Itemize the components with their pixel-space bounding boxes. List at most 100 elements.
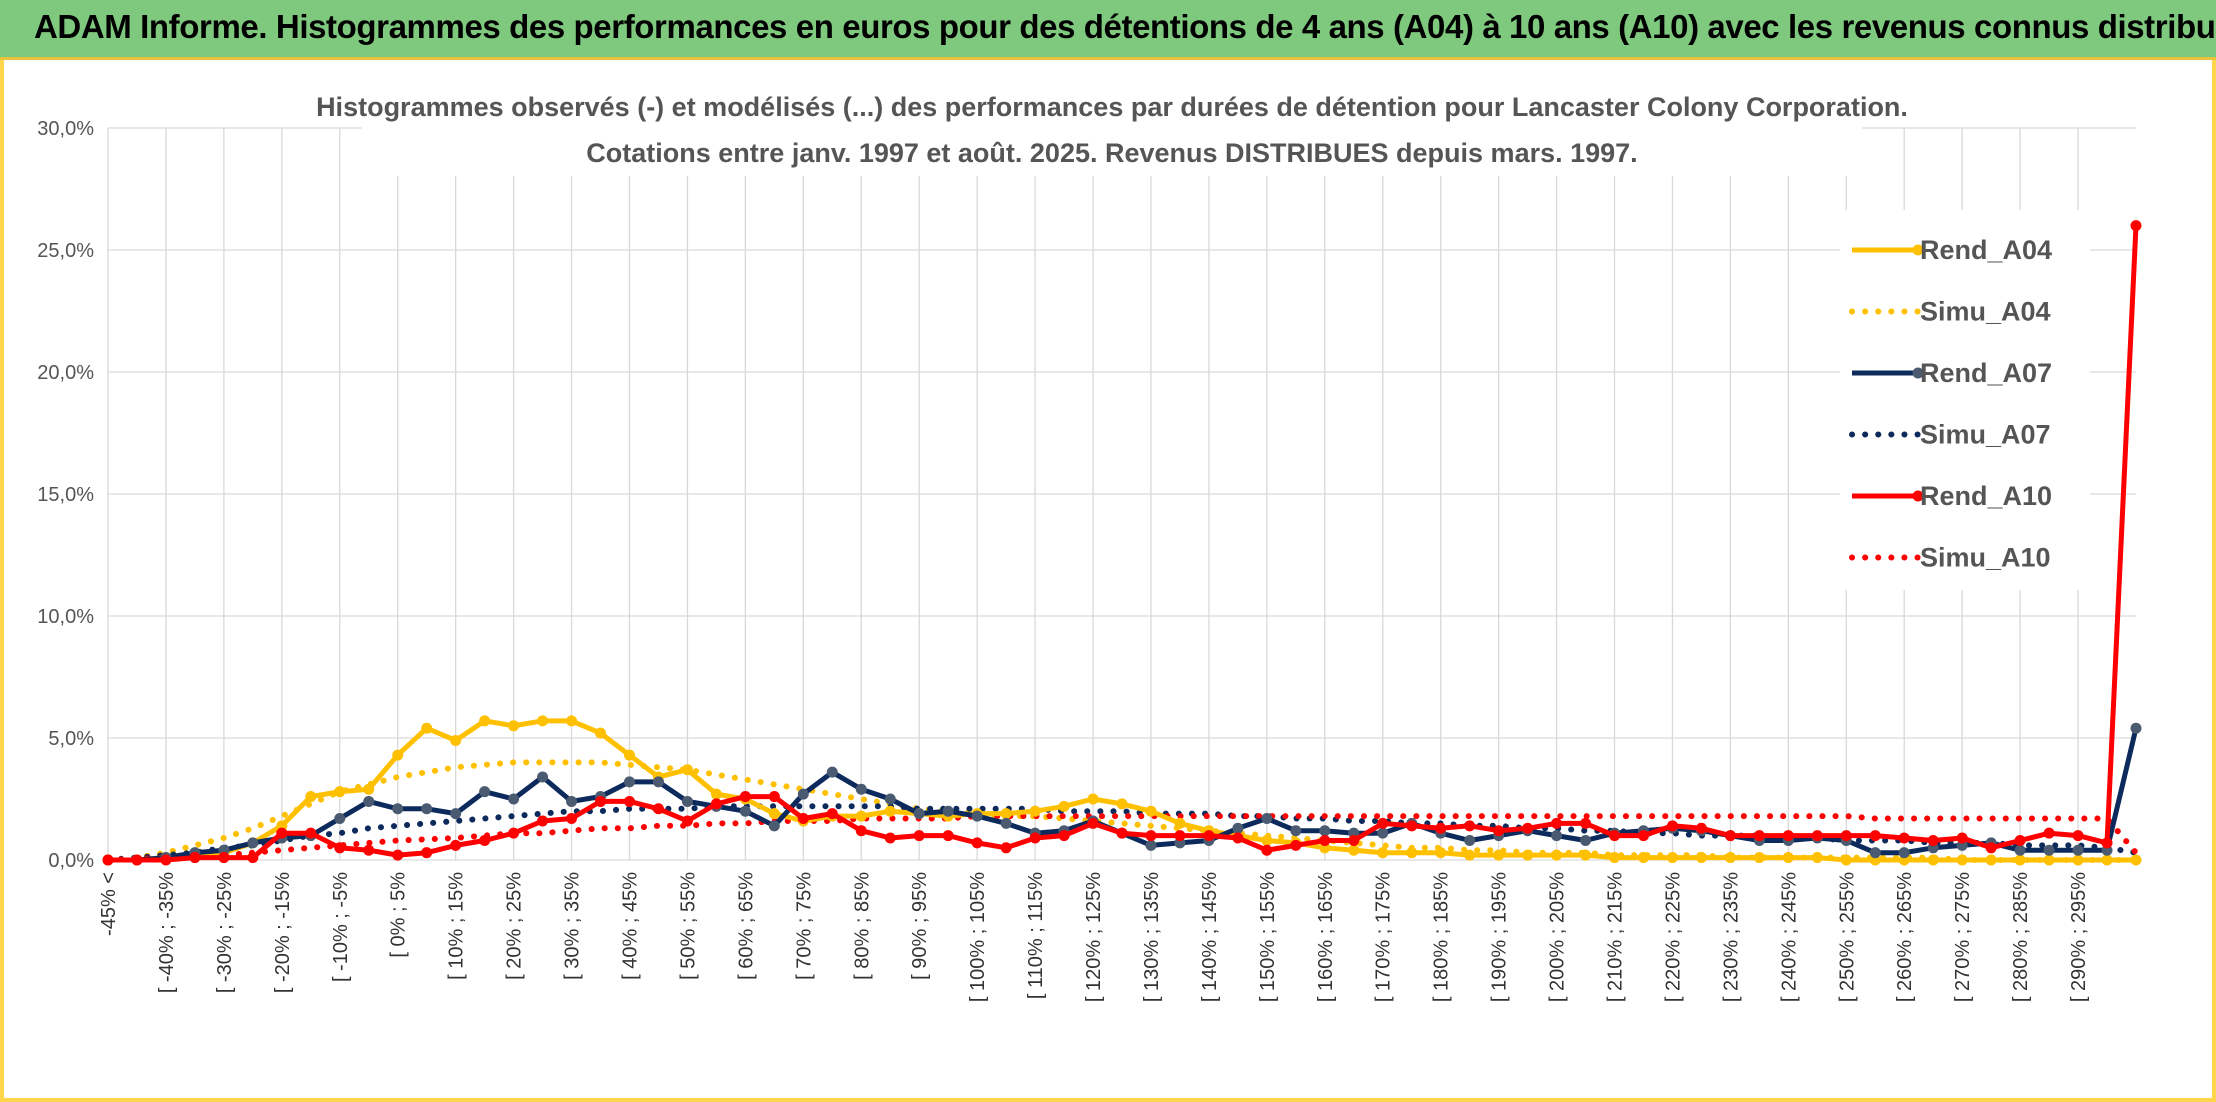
data-point-Rend_A10	[247, 852, 259, 864]
data-point-Rend_A04	[2101, 854, 2113, 866]
data-point-Rend_A04	[392, 749, 404, 761]
data-point-Rend_A04	[710, 788, 722, 800]
x-tick-label: [ 140% ; 145%	[1199, 872, 1221, 1002]
data-point-Rend_A07	[971, 810, 983, 822]
data-point-Rend_A07	[1551, 830, 1563, 842]
x-tick-label: [ 160% ; 165%	[1315, 872, 1337, 1002]
data-point-Rend_A04	[334, 786, 346, 798]
data-point-Rend_A07	[797, 788, 809, 800]
data-point-Rend_A04	[623, 749, 635, 761]
legend-label-Simu_A10: Simu_A10	[1920, 543, 2051, 573]
series-layer	[102, 220, 2142, 866]
data-point-Rend_A07	[537, 771, 549, 783]
x-tick-label: [ 180% ; 185%	[1431, 872, 1453, 1002]
data-point-Rend_A10	[1058, 830, 1070, 842]
data-point-Rend_A10	[334, 842, 346, 854]
x-tick-label: [ 270% ; 275%	[1952, 872, 1974, 1002]
x-tick-label: [ 280% ; 285%	[2010, 872, 2032, 1002]
x-tick-label: [ 80% ; 85%	[851, 872, 873, 980]
data-point-Rend_A04	[1753, 852, 1765, 864]
data-point-Rend_A10	[1087, 817, 1099, 829]
data-point-Rend_A07	[392, 803, 404, 815]
data-point-Rend_A07	[2130, 722, 2142, 734]
data-point-Rend_A04	[305, 791, 317, 803]
data-point-Rend_A04	[1637, 852, 1649, 864]
x-tick-label: [ 250% ; 255%	[1836, 872, 1858, 1002]
x-tick-label: [ 40% ; 45%	[619, 872, 641, 980]
data-point-Rend_A04	[1493, 849, 1505, 861]
legend-label-Simu_A04: Simu_A04	[1920, 297, 2051, 327]
y-tick-label: 10,0%	[37, 606, 94, 628]
data-point-Rend_A10	[913, 830, 925, 842]
data-point-Rend_A10	[681, 815, 693, 827]
data-point-Rend_A04	[1840, 854, 1852, 866]
data-point-Rend_A10	[1869, 830, 1881, 842]
data-point-Rend_A07	[1290, 825, 1302, 837]
data-point-Rend_A10	[942, 830, 954, 842]
x-tick-label: [ 170% ; 175%	[1373, 872, 1395, 1002]
data-point-Rend_A10	[884, 832, 896, 844]
data-point-Rend_A10	[1724, 830, 1736, 842]
data-point-Rend_A10	[1319, 834, 1331, 846]
data-point-Rend_A10	[189, 852, 201, 864]
legend-box	[1840, 210, 2090, 590]
data-point-Rend_A10	[1811, 830, 1823, 842]
grid-lines	[107, 127, 2136, 861]
data-point-Rend_A04	[2130, 854, 2142, 866]
data-point-Rend_A10	[739, 791, 751, 803]
y-axis-ticks: 0,0% 5,0% 10,0% 15,0% 20,0% 25,0% 30,0%	[37, 118, 94, 872]
x-tick-label: [ 190% ; 195%	[1489, 872, 1511, 1002]
data-point-Rend_A04	[1406, 847, 1418, 859]
data-point-Rend_A10	[1782, 830, 1794, 842]
data-point-Rend_A10	[479, 834, 491, 846]
data-point-Rend_A07	[1898, 847, 1910, 859]
data-point-Rend_A07	[884, 793, 896, 805]
y-tick-label: 25,0%	[37, 240, 94, 262]
data-point-Rend_A07	[363, 795, 375, 807]
x-tick-label: [ 10% ; 15%	[446, 872, 468, 980]
data-point-Rend_A10	[1522, 822, 1534, 834]
data-point-Rend_A07	[768, 820, 780, 832]
data-point-Rend_A10	[1000, 842, 1012, 854]
data-point-Rend_A10	[1666, 820, 1678, 832]
data-point-Rend_A10	[1753, 830, 1765, 842]
legend-label-Rend_A10: Rend_A10	[1920, 481, 2052, 511]
data-point-Rend_A07	[2014, 844, 2026, 856]
data-point-Rend_A10	[1580, 817, 1592, 829]
data-point-Rend_A04	[2043, 854, 2055, 866]
data-point-Rend_A10	[566, 813, 578, 825]
data-point-Rend_A10	[1840, 830, 1852, 842]
data-point-Rend_A04	[1348, 844, 1360, 856]
data-point-Rend_A04	[1811, 852, 1823, 864]
x-tick-label: [ 200% ; 205%	[1547, 872, 1569, 1002]
data-point-Rend_A10	[1609, 830, 1621, 842]
data-point-Rend_A04	[1522, 849, 1534, 861]
data-point-Rend_A10	[1985, 842, 1997, 854]
series-line-Simu_A07	[105, 803, 2139, 863]
data-point-Rend_A04	[681, 764, 693, 776]
data-point-Rend_A07	[334, 813, 346, 825]
series-line-Rend_A10	[108, 225, 2139, 863]
data-point-Rend_A07	[247, 837, 259, 849]
x-tick-label: [ 290% ; 295%	[2068, 872, 2090, 1002]
data-point-Rend_A10	[160, 854, 172, 866]
data-point-Rend_A10	[102, 854, 114, 866]
y-tick-label: 30,0%	[37, 118, 94, 140]
data-point-Rend_A10	[2014, 834, 2026, 846]
x-tick-label: [ 130% ; 135%	[1141, 872, 1163, 1002]
x-tick-label: [ 220% ; 225%	[1662, 872, 1684, 1002]
data-point-Rend_A10	[1464, 820, 1476, 832]
series-line-Simu_A10	[105, 813, 2139, 863]
data-point-Rend_A07	[826, 766, 838, 778]
data-point-Rend_A10	[1232, 832, 1244, 844]
x-tick-label: [ -20% ; -15%	[272, 872, 294, 993]
x-tick-label: [ -10% ; -5%	[330, 872, 352, 982]
data-point-Rend_A10	[2101, 837, 2113, 849]
chart-title: Histogrammes observés (-) et modélisés (…	[316, 92, 1908, 122]
data-point-Rend_A07	[421, 803, 433, 815]
data-point-Rend_A10	[1145, 830, 1157, 842]
x-tick-label: [ -30% ; -25%	[214, 872, 236, 993]
data-point-Rend_A04	[450, 734, 462, 746]
data-point-Rend_A04	[1029, 805, 1041, 817]
